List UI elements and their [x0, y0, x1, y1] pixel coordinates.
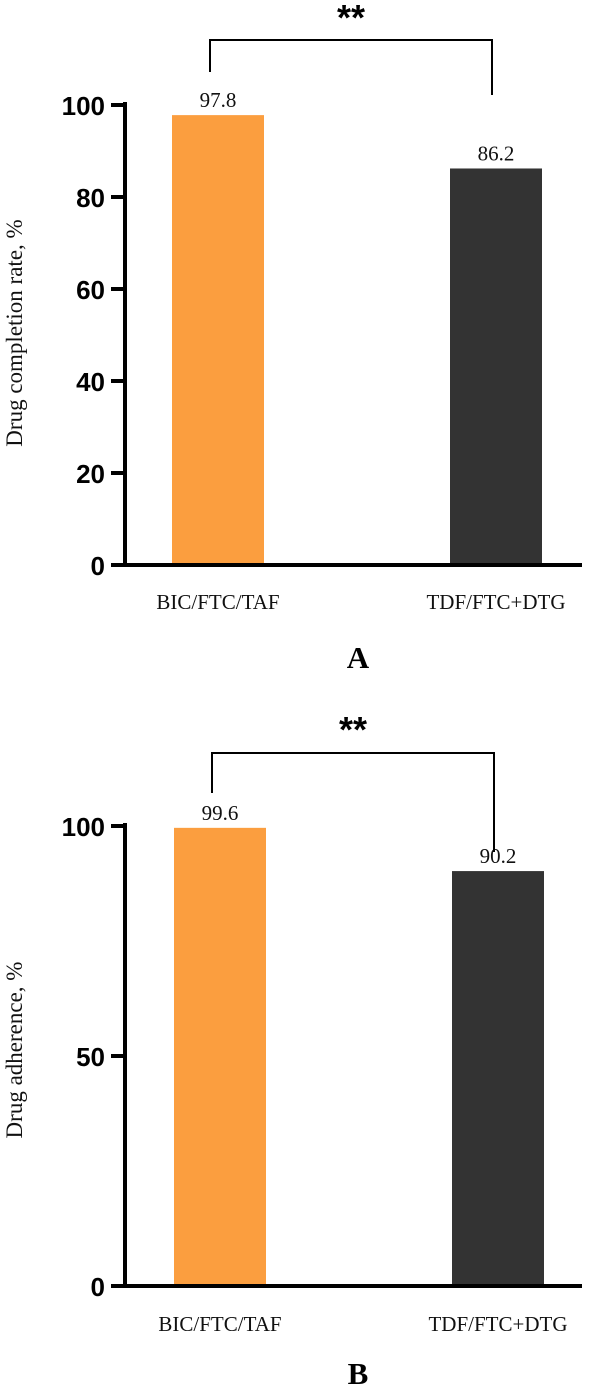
- category-label-0: BIC/FTC/TAF: [156, 590, 279, 614]
- category-label-1: TDF/FTC+DTG: [428, 1312, 567, 1336]
- panel-label: A: [347, 640, 370, 675]
- bar-1: [450, 168, 542, 566]
- significance-bracket: [209, 39, 493, 95]
- significance-stars: **: [339, 709, 367, 750]
- y-tick-label-4: 80: [76, 183, 105, 213]
- y-tick-label-2: 100: [62, 812, 105, 842]
- y-tick-label-3: 60: [76, 275, 105, 305]
- y-tick-label-1: 50: [76, 1042, 105, 1072]
- y-tick-label-0: 0: [91, 1272, 105, 1302]
- bar-value-label-1: 86.2: [478, 141, 515, 165]
- category-label-0: BIC/FTC/TAF: [158, 1312, 281, 1336]
- bar-1: [452, 871, 544, 1286]
- bar-value-label-0: 99.6: [202, 801, 239, 825]
- bar-0: [174, 827, 266, 1286]
- bar-value-label-1: 90.2: [480, 844, 517, 868]
- panel-label: B: [348, 1356, 369, 1390]
- y-tick-label-5: 100: [62, 91, 105, 121]
- y-axis-title: Drug adherence, %: [2, 962, 27, 1139]
- significance-bracket: [211, 752, 495, 852]
- y-axis-title: Drug completion rate, %: [2, 219, 27, 446]
- y-tick-label-2: 40: [76, 367, 105, 397]
- y-tick-label-0: 0: [91, 551, 105, 581]
- y-tick-label-1: 20: [76, 459, 105, 489]
- panel-a: 97.8 BIC/FTC/TAF 86.2 TDF/FTC+DTG 0 20 40 60 80 1…: [2, 0, 582, 675]
- panel-b: 99.6 BIC/FTC/TAF 90.2 TDF/FTC+DTG 0 50 100 Drug…: [2, 709, 582, 1390]
- bar-0: [172, 115, 264, 566]
- significance-stars: **: [337, 0, 365, 38]
- bar-value-label-0: 97.8: [200, 88, 237, 112]
- category-label-1: TDF/FTC+DTG: [426, 590, 565, 614]
